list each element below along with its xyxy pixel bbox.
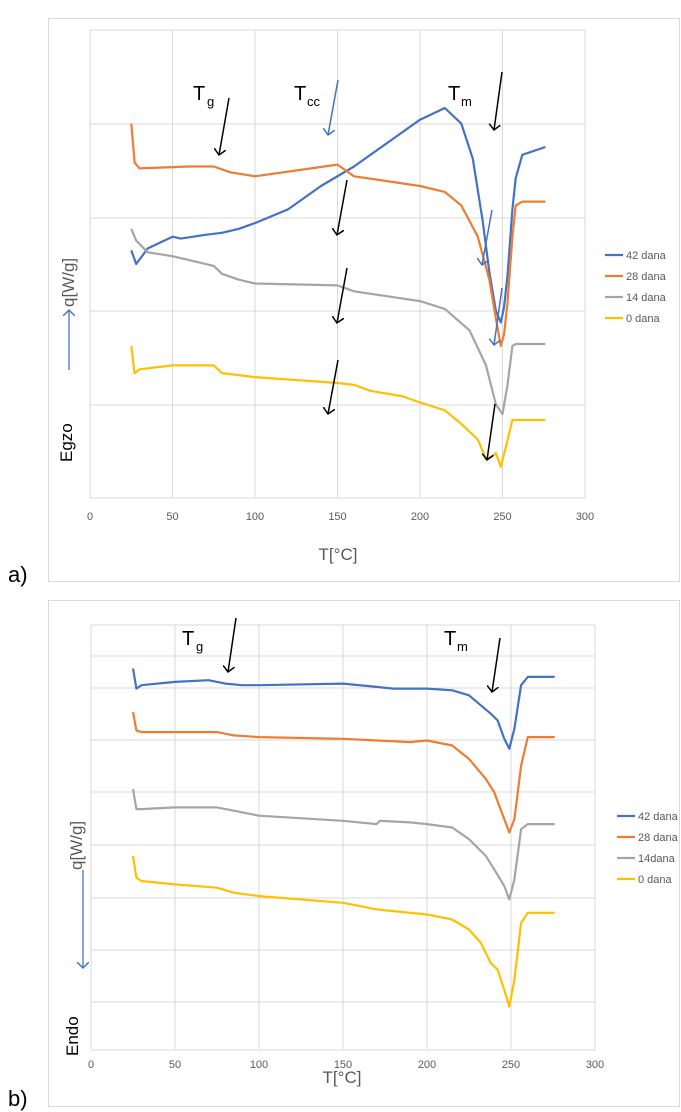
annotation-arrow [482, 209, 493, 265]
series-line-14-dana [130, 228, 546, 416]
x-tick-label: 50 [169, 1059, 181, 1071]
panel-b-letter: b) [8, 1086, 28, 1111]
legend-label: 14dana [638, 853, 676, 865]
annotation-arrow [328, 79, 339, 135]
panel-a-ylabel: q[W/g] [59, 258, 78, 307]
legend-label: 14 dana [626, 292, 667, 304]
panel-a-side-label-bg [50, 370, 84, 470]
panel-a-annotations: T g T cc T m [193, 83, 472, 109]
x-tick-label: 250 [493, 511, 511, 523]
x-tick-label: 300 [586, 1059, 604, 1071]
annotation-arrow [494, 71, 503, 130]
panel-b-annotations: T g T m [182, 628, 468, 654]
panel-a-xlabel: T[°C] [319, 545, 358, 564]
anno-a-tg-sub: g [207, 94, 214, 109]
anno-a-tg-base: T [193, 83, 205, 105]
annotation-arrow [487, 403, 496, 460]
anno-b-tg-base: T [182, 628, 194, 650]
x-tick-label: 250 [502, 1059, 520, 1071]
chart-dynamic-layer: 0 50 100 150 200 250 300 42 dana 28 dana 14 dana 0… [87, 29, 679, 1071]
anno-a-tm-sub: m [461, 94, 472, 109]
x-tick-label: 100 [246, 511, 264, 523]
anno-b-tg-sub: g [196, 639, 203, 654]
series-line-28-dana [130, 123, 546, 347]
anno-a-tcc-base: T [294, 83, 306, 105]
panel-a-side-label: Egzo [57, 423, 76, 462]
annotation-arrow [228, 617, 237, 672]
anno-b-tm-base: T [444, 628, 456, 650]
x-tick-label: 200 [411, 511, 429, 523]
annotation-arrow [494, 287, 503, 345]
anno-a-tm-base: T [448, 83, 460, 105]
x-tick-label: 150 [334, 1059, 352, 1071]
panel-b-side-label-wrap: Endo [63, 1016, 82, 1056]
x-tick-label: 0 [87, 511, 93, 523]
anno-a-tcc-sub: cc [307, 94, 321, 109]
legend-label: 28 dana [626, 271, 667, 283]
x-tick-label: 200 [418, 1059, 436, 1071]
legend-label: 0 dana [626, 313, 661, 325]
series-line-42-dana [131, 668, 555, 750]
legend-label: 42 dana [626, 250, 667, 262]
series-line-0-dana [130, 345, 546, 468]
anno-b-tm-sub: m [457, 639, 468, 654]
panel-a-frame [48, 18, 680, 582]
panel-a-side-label-wrap: Egzo [57, 423, 76, 462]
series-line-14-dana [131, 788, 555, 901]
annotation-arrow [492, 637, 501, 692]
series-line-0-dana [131, 855, 555, 1008]
panel-b-ylabel: q[W/g] [67, 821, 86, 870]
annotation-arrow [219, 97, 230, 155]
series-line-42-dana [130, 106, 546, 324]
series-line-28-dana [131, 711, 555, 834]
panel-b-xlabel: T[°C] [323, 1068, 362, 1087]
annotation-arrow [328, 359, 339, 414]
panel-b-ylabel-wrap: q[W/g] [67, 821, 86, 870]
x-tick-label: 50 [166, 511, 178, 523]
panel-a-ylabel-wrap: q[W/g] [59, 258, 78, 307]
x-tick-label: 0 [88, 1059, 94, 1071]
x-tick-label: 100 [250, 1059, 268, 1071]
legend-label: 42 dana [638, 811, 679, 823]
panel-a-letter: a) [8, 562, 28, 587]
annotation-arrow [337, 179, 348, 235]
legend-label: 28 dana [638, 832, 679, 844]
annotation-arrow [337, 267, 348, 323]
panel-b-side-label: Endo [63, 1016, 82, 1056]
x-tick-label: 150 [328, 511, 346, 523]
legend-label: 0 dana [638, 874, 673, 886]
x-tick-label: 300 [576, 511, 594, 523]
